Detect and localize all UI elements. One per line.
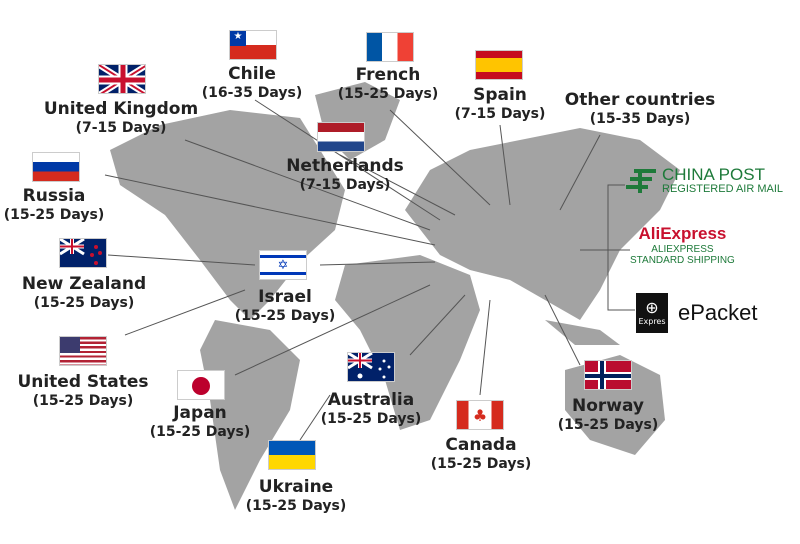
africa: [335, 255, 480, 430]
country-name: United States: [17, 372, 149, 392]
epacket-title: ePacket: [678, 300, 758, 325]
destination-norway: Norway (15-25 Days): [558, 396, 659, 435]
aliexpress-logo: AliExpress ALIEXPRESS STANDARD SHIPPING: [630, 224, 735, 266]
delivery-days: (15-25 Days): [149, 424, 251, 440]
destination-united-states: United States (15-25 Days): [17, 372, 148, 411]
japan-flag: [177, 370, 225, 400]
epacket-logo: ⊕ Expres ePacket: [636, 293, 758, 333]
country-name: Spain: [473, 85, 527, 105]
china-post-logo: CHINA POST REGISTERED AIR MAIL: [626, 166, 783, 196]
france-flag: [366, 32, 414, 62]
connector-lines: [104, 99, 635, 441]
indonesia: [545, 320, 620, 345]
delivery-days: (15-25 Days): [557, 417, 659, 433]
country-name: Norway: [571, 396, 645, 416]
russia-flag: [32, 152, 80, 182]
destination-united-kingdom: United Kingdom (7-15 Days): [44, 99, 198, 138]
destination-new-zealand: New Zealand (15-25 Days): [22, 274, 146, 313]
new-zealand-flag: [59, 238, 107, 268]
aliexpress-line2: STANDARD SHIPPING: [630, 255, 735, 266]
norway-flag: [584, 360, 632, 390]
country-name: Other countries: [564, 90, 716, 110]
us-flag: [59, 336, 107, 366]
china-post-title: CHINA POST: [662, 165, 765, 184]
delivery-days: (15-25 Days): [320, 411, 422, 427]
china-post-subtitle: REGISTERED AIR MAIL: [662, 183, 784, 195]
destination-french: French (15-25 Days): [338, 65, 439, 104]
chile-flag: ★: [229, 30, 277, 60]
destination-australia: Australia (15-25 Days): [321, 390, 422, 429]
destination-russia: Russia (15-25 Days): [4, 186, 105, 225]
delivery-days: (15-25 Days): [337, 86, 439, 102]
destination-ukraine: Ukraine (15-25 Days): [246, 477, 347, 516]
aliexpress-line1: ALIEXPRESS: [651, 244, 714, 255]
australia-flag: [347, 352, 395, 382]
destination-chile: Chile (16-35 Days): [202, 64, 303, 103]
country-name: Israel: [258, 287, 312, 307]
epacket-badge-text: Expres: [638, 317, 666, 326]
delivery-days: (15-25 Days): [245, 498, 347, 514]
country-name: United Kingdom: [43, 99, 199, 119]
ukraine-flag: [268, 440, 316, 470]
delivery-days: (15-25 Days): [234, 308, 336, 324]
south-america: [200, 320, 300, 510]
country-name: Japan: [173, 403, 227, 423]
canada-flag: ♣: [456, 400, 504, 430]
country-name: Australia: [327, 390, 415, 410]
destination-canada: Canada (15-25 Days): [431, 435, 532, 474]
uk-flag: [98, 64, 146, 94]
delivery-days: (15-35 Days): [589, 111, 691, 127]
delivery-days: (15-25 Days): [430, 456, 532, 472]
china-post-icon: [626, 169, 656, 193]
delivery-days: (15-25 Days): [3, 207, 105, 223]
country-name: French: [355, 65, 421, 85]
spain-flag: [475, 50, 523, 80]
country-name: Ukraine: [258, 477, 334, 497]
epacket-badge: ⊕ Expres: [636, 293, 668, 333]
country-name: Canada: [445, 435, 517, 455]
country-name: Netherlands: [286, 156, 404, 176]
destination-japan: Japan (15-25 Days): [150, 403, 251, 442]
country-name: Russia: [22, 186, 86, 206]
delivery-days: (16-35 Days): [201, 85, 303, 101]
destination-other-countries: Other countries (15-35 Days): [565, 90, 715, 129]
aliexpress-brand: AliExpress: [638, 224, 727, 243]
country-name: New Zealand: [21, 274, 147, 294]
netherlands-flag: [317, 122, 365, 152]
destination-israel: Israel (15-25 Days): [235, 287, 336, 326]
delivery-days: (15-25 Days): [32, 393, 134, 409]
country-name: Chile: [228, 64, 276, 84]
delivery-days: (7-15 Days): [75, 120, 167, 136]
globe-icon: ⊕: [645, 298, 659, 317]
delivery-days: (7-15 Days): [454, 106, 546, 122]
destination-netherlands: Netherlands (7-15 Days): [286, 156, 404, 195]
israel-flag: ✡: [259, 250, 307, 280]
delivery-days: (7-15 Days): [299, 177, 391, 193]
delivery-days: (15-25 Days): [33, 295, 135, 311]
destination-spain: Spain (7-15 Days): [455, 85, 546, 124]
eurasia: [405, 128, 680, 320]
